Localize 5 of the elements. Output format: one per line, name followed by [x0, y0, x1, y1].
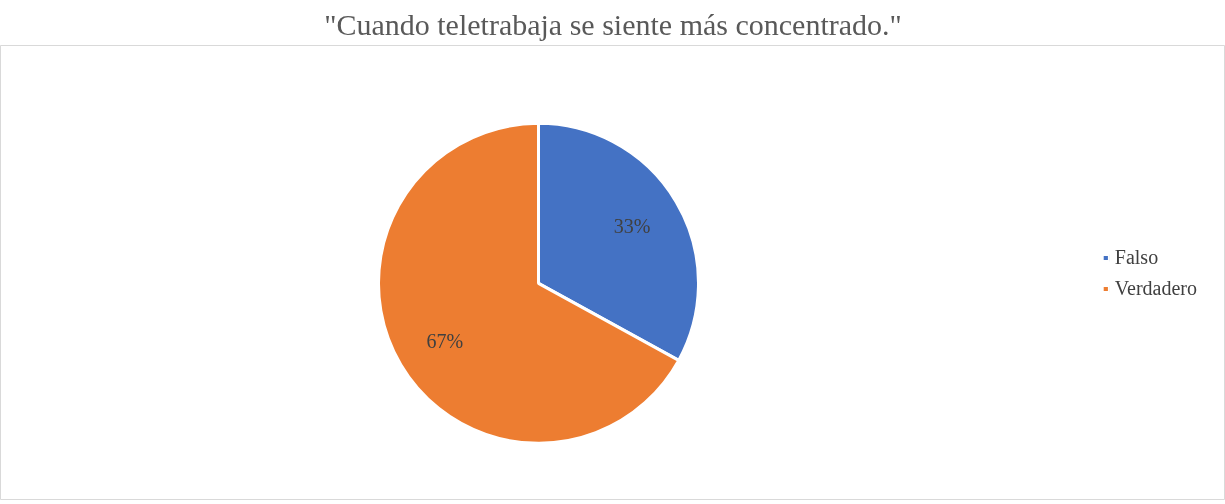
- data-label: 33%: [613, 215, 651, 238]
- legend-label: Verdadero: [1114, 276, 1197, 300]
- data-label: 67%: [426, 329, 464, 352]
- chart-title: "Cuando teletrabaja se siente más concentrado.": [324, 7, 902, 41]
- legend-label: Falso: [1114, 245, 1159, 269]
